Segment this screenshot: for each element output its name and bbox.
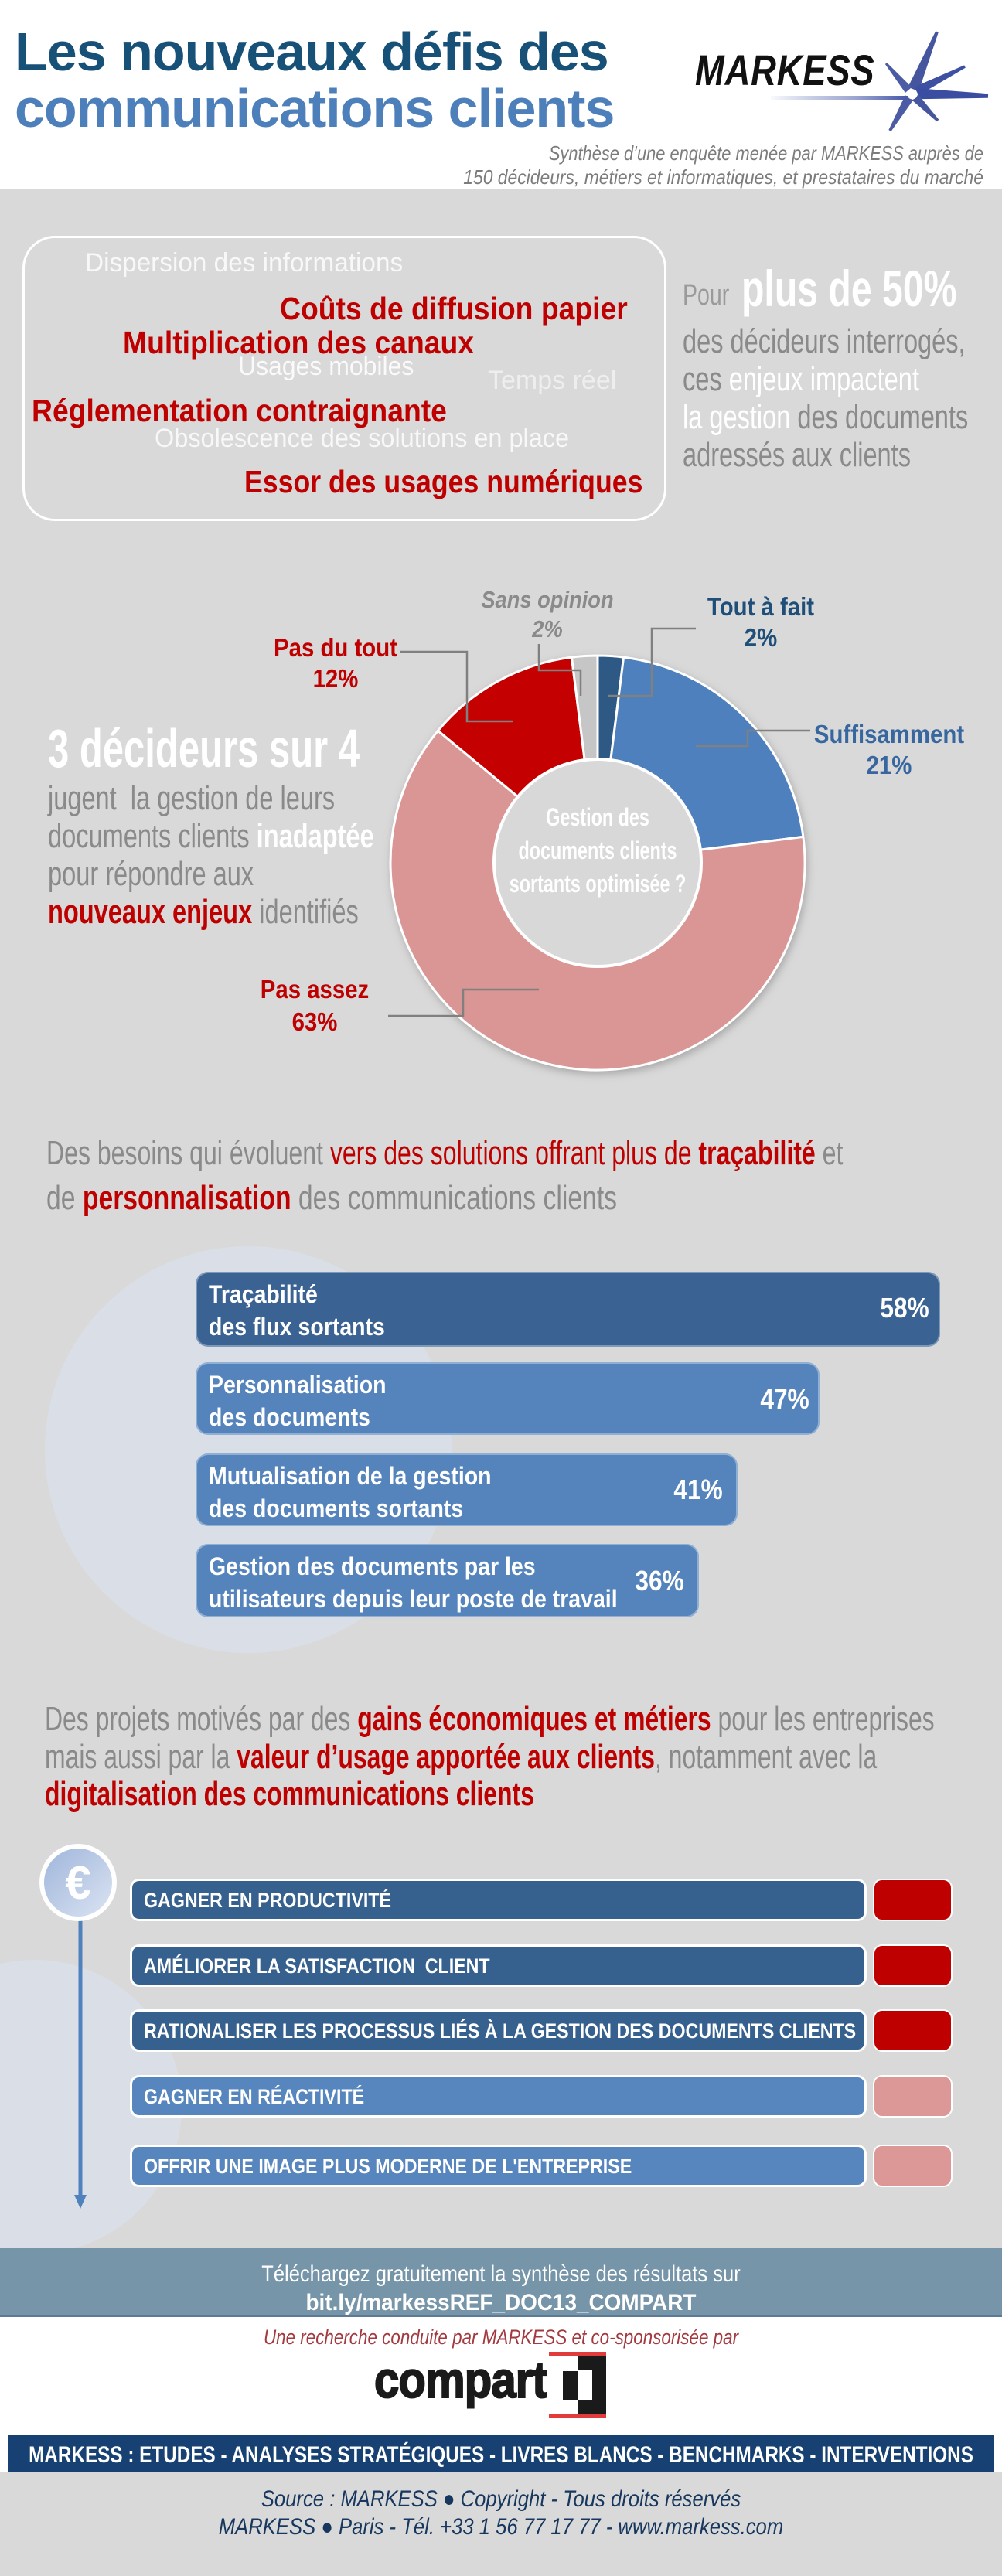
svg-text:€: € [65, 1857, 90, 1909]
